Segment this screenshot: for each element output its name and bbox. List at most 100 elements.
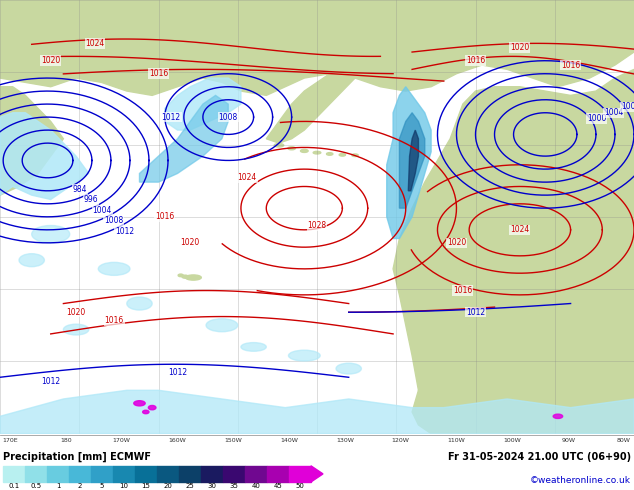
Ellipse shape [32, 225, 70, 243]
Text: 1016: 1016 [155, 212, 174, 221]
Text: 1: 1 [56, 483, 60, 489]
Bar [47, 466, 69, 482]
Bar [135, 466, 157, 482]
Text: 160W: 160W [169, 438, 186, 442]
Text: 180: 180 [60, 438, 72, 442]
Polygon shape [165, 78, 241, 130]
Bar [157, 466, 179, 482]
Text: 1024: 1024 [238, 173, 257, 182]
Text: 140W: 140W [280, 438, 298, 442]
Text: 1024: 1024 [510, 225, 529, 234]
Text: 100W: 100W [503, 438, 521, 442]
Polygon shape [266, 74, 355, 143]
Bar [245, 466, 267, 482]
Ellipse shape [19, 254, 44, 267]
Text: 110W: 110W [448, 438, 465, 442]
Ellipse shape [327, 153, 333, 155]
Polygon shape [408, 130, 418, 191]
Ellipse shape [352, 154, 358, 156]
Text: 1020: 1020 [510, 43, 529, 52]
Text: 25: 25 [186, 483, 195, 489]
Polygon shape [399, 113, 425, 208]
Text: 1012: 1012 [41, 377, 60, 386]
Text: 1020: 1020 [447, 238, 466, 247]
Polygon shape [393, 70, 634, 434]
Text: 2: 2 [78, 483, 82, 489]
Ellipse shape [63, 324, 89, 335]
Text: 10: 10 [119, 483, 129, 489]
Text: 1012: 1012 [168, 368, 187, 377]
Ellipse shape [313, 151, 321, 154]
Bar [179, 466, 201, 482]
Text: 30: 30 [207, 483, 216, 489]
Text: 90W: 90W [561, 438, 575, 442]
Text: 20: 20 [164, 483, 172, 489]
Ellipse shape [143, 410, 149, 414]
Text: 1008: 1008 [219, 113, 238, 122]
Polygon shape [311, 466, 323, 482]
Text: 170E: 170E [2, 438, 18, 442]
Bar [267, 466, 289, 482]
Ellipse shape [127, 297, 152, 310]
Ellipse shape [288, 147, 295, 150]
Text: 1016: 1016 [105, 317, 124, 325]
Ellipse shape [553, 414, 563, 418]
Text: 1016: 1016 [149, 69, 168, 78]
Polygon shape [0, 87, 63, 195]
Polygon shape [0, 390, 634, 434]
Text: Precipitation [mm] ECMWF: Precipitation [mm] ECMWF [3, 452, 151, 462]
Text: 1008: 1008 [104, 217, 123, 225]
Bar [113, 466, 135, 482]
Text: 1012: 1012 [115, 227, 134, 236]
Text: 1000: 1000 [587, 114, 607, 123]
Bar [25, 466, 47, 482]
Bar [201, 466, 223, 482]
Ellipse shape [301, 149, 308, 152]
Text: 170W: 170W [113, 438, 131, 442]
Polygon shape [387, 87, 431, 239]
Ellipse shape [206, 318, 238, 332]
Text: 1008: 1008 [621, 102, 634, 111]
Text: 0.5: 0.5 [30, 483, 42, 489]
Text: 130W: 130W [336, 438, 354, 442]
Text: 1004: 1004 [93, 206, 112, 215]
Ellipse shape [339, 153, 346, 156]
Polygon shape [0, 113, 89, 199]
Bar [223, 466, 245, 482]
Ellipse shape [274, 144, 283, 147]
Text: 50: 50 [295, 483, 304, 489]
Text: 1016: 1016 [453, 286, 472, 295]
Ellipse shape [336, 363, 361, 374]
Text: 1020: 1020 [41, 56, 60, 65]
Text: Fr 31-05-2024 21.00 UTC (06+90): Fr 31-05-2024 21.00 UTC (06+90) [448, 452, 631, 462]
Ellipse shape [98, 262, 130, 275]
Text: 150W: 150W [224, 438, 242, 442]
Text: 1020: 1020 [181, 238, 200, 247]
Polygon shape [0, 0, 634, 96]
Ellipse shape [178, 274, 183, 277]
Text: 1024: 1024 [86, 39, 105, 48]
Text: 996: 996 [84, 196, 98, 204]
Text: 45: 45 [274, 483, 282, 489]
Text: 1012: 1012 [466, 308, 485, 317]
Text: 1004: 1004 [604, 108, 623, 117]
Bar [91, 466, 113, 482]
Ellipse shape [288, 350, 320, 361]
Text: 80W: 80W [617, 438, 631, 442]
Text: 120W: 120W [392, 438, 410, 442]
Text: 40: 40 [252, 483, 261, 489]
Ellipse shape [134, 401, 145, 406]
Text: 0.1: 0.1 [8, 483, 20, 489]
Ellipse shape [182, 275, 188, 278]
Text: 1012: 1012 [162, 113, 181, 122]
Text: 35: 35 [230, 483, 238, 489]
Text: 1016: 1016 [466, 56, 485, 65]
Bar [289, 466, 311, 482]
Ellipse shape [148, 405, 156, 410]
Text: 1020: 1020 [67, 308, 86, 317]
Text: 15: 15 [141, 483, 150, 489]
Polygon shape [139, 96, 228, 182]
Text: 984: 984 [73, 185, 87, 194]
Bar [69, 466, 91, 482]
Polygon shape [412, 390, 431, 434]
